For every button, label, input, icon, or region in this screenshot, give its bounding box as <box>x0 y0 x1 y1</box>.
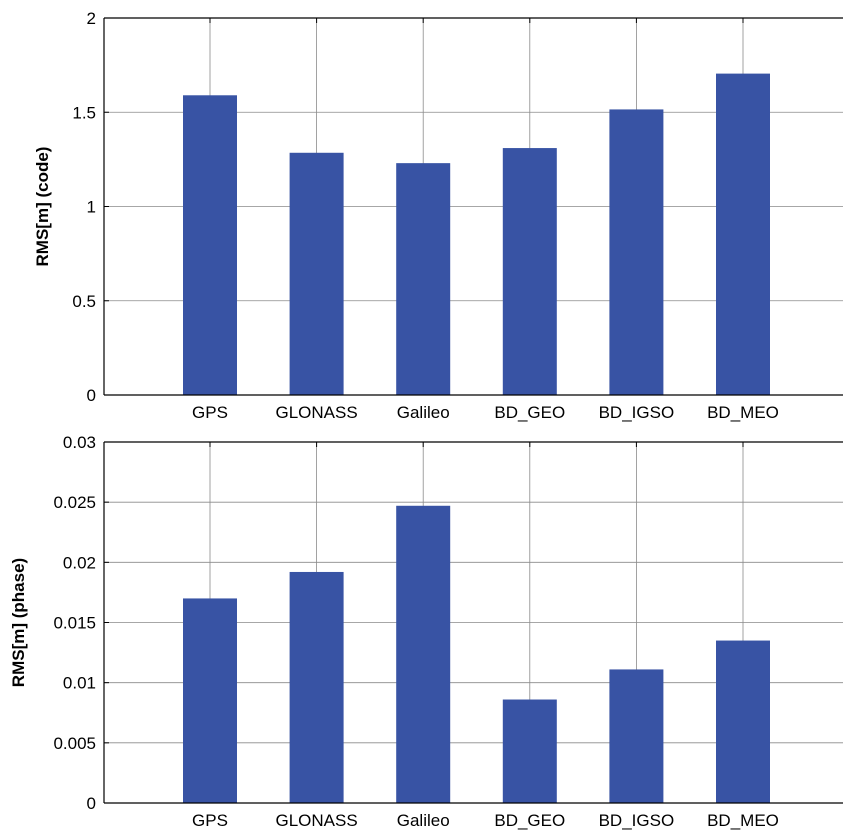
y-tick-label: 0.005 <box>53 734 96 753</box>
bar-galileo <box>396 505 451 803</box>
y-tick-label: 0 <box>87 794 96 813</box>
bar-bd_meo <box>716 640 770 803</box>
x-tick-label: Galileo <box>397 811 450 830</box>
bar-gps <box>183 598 237 803</box>
y-tick-label: 0.02 <box>63 553 96 572</box>
bar-bd_geo <box>502 148 557 395</box>
x-tick-label: BD_GEO <box>494 403 565 422</box>
x-tick-label: BD_IGSO <box>599 403 675 422</box>
x-tick-label: GLONASS <box>275 811 357 830</box>
y-tick-label: 0.5 <box>72 292 96 311</box>
x-tick-label: BD_MEO <box>707 811 779 830</box>
x-tick-label: GPS <box>192 811 228 830</box>
y-tick-label: 0 <box>87 386 96 405</box>
bar-bd_igso <box>609 109 664 396</box>
y-tick-label: 1 <box>87 198 96 217</box>
bar-bd_igso <box>609 669 664 803</box>
y-tick-label: 0.015 <box>53 614 96 633</box>
x-tick-label: Galileo <box>397 403 450 422</box>
x-tick-label: BD_MEO <box>707 403 779 422</box>
chart-panel-2: 0 0.005 0.01 0.015 0.02 0.025 0.03 GPS GLONASS Ga… <box>9 433 843 830</box>
y-tick-label: 1.5 <box>72 103 96 122</box>
bar-glonass <box>289 571 344 803</box>
bar-galileo <box>396 163 451 395</box>
x-tick-label: BD_IGSO <box>599 811 675 830</box>
bar-bd_geo <box>502 699 557 803</box>
y-axis-title: RMS[m] (code) <box>33 147 52 267</box>
y-tick-label: 0.03 <box>63 433 96 452</box>
chart-panel-1: 0 0.5 1 1.5 2 GPS GLONASS Galileo BD_GEO BD_IGSO B… <box>33 9 843 422</box>
x-tick-label: BD_GEO <box>494 811 565 830</box>
x-tick-label: GPS <box>192 403 228 422</box>
bar-bd_meo <box>716 73 770 396</box>
bar-glonass <box>289 152 344 395</box>
y-tick-label: 0.025 <box>53 493 96 512</box>
y-tick-label: 0.01 <box>63 674 96 693</box>
y-axis-title: RMS[m] (phase) <box>9 558 28 687</box>
x-tick-label: GLONASS <box>275 403 357 422</box>
bar-gps <box>183 95 237 395</box>
y-tick-label: 2 <box>87 9 96 28</box>
